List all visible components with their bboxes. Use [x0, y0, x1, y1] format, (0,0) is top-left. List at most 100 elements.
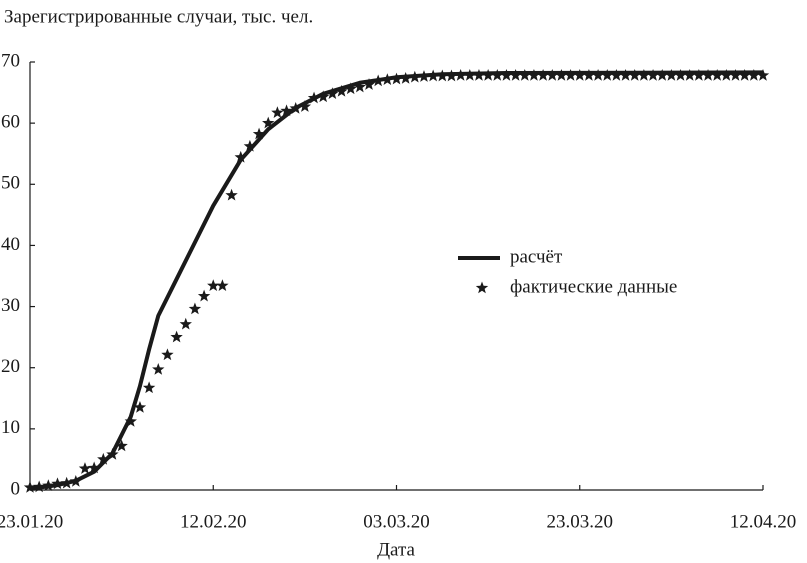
data-point [234, 150, 247, 163]
y-tick-label: 40 [1, 234, 20, 255]
data-point [656, 68, 669, 81]
data-point [353, 80, 367, 93]
data-point [582, 68, 596, 81]
data-point [601, 68, 614, 81]
data-point [591, 68, 605, 81]
data-point [619, 68, 632, 81]
data-point [161, 348, 174, 361]
data-point [472, 68, 486, 81]
data-point [573, 68, 586, 81]
data-point [408, 70, 422, 83]
data-point [371, 74, 385, 87]
data-point [115, 439, 128, 452]
data-point [106, 448, 119, 460]
data-point [628, 68, 641, 81]
data-point [87, 461, 101, 474]
y-tick-label: 70 [1, 50, 20, 71]
legend-label: фактические данные [510, 276, 677, 297]
data-point [23, 481, 37, 493]
data-point [262, 116, 275, 129]
chart-title: Зарегистрированные случаи, тыс. чел. [4, 6, 313, 27]
data-point [756, 68, 770, 81]
data-point [298, 100, 312, 112]
data-point [42, 479, 55, 491]
x-axis-label: Дата [377, 539, 415, 560]
y-tick-label: 50 [1, 173, 20, 194]
data-point [271, 106, 284, 119]
data-point [390, 72, 403, 85]
data-point [124, 415, 137, 427]
data-point [674, 68, 687, 81]
data-point [225, 188, 238, 201]
x-tick-label: 12.04.20 [730, 511, 797, 532]
data-point [179, 317, 192, 330]
data-point [289, 101, 302, 114]
y-tick-label: 30 [1, 295, 20, 316]
data-point [243, 139, 257, 152]
data-point [692, 68, 706, 81]
data-point [97, 452, 110, 465]
data-point [738, 68, 751, 81]
data-point [78, 462, 92, 474]
x-tick-label: 03.03.20 [363, 511, 430, 532]
data-point [720, 68, 733, 81]
x-tick-label: 23.03.20 [547, 511, 614, 532]
data-point [463, 68, 476, 81]
y-tick-label: 10 [1, 417, 20, 438]
data-point [536, 68, 550, 81]
data-point [491, 68, 504, 81]
data-point [518, 68, 531, 81]
y-tick-label: 0 [11, 478, 21, 499]
y-tick-label: 60 [1, 112, 20, 133]
data-point [170, 330, 183, 343]
data-point [399, 72, 412, 84]
data-point [60, 476, 73, 489]
data-point [152, 363, 165, 375]
data-point [481, 68, 495, 81]
data-point [317, 90, 330, 103]
data-point [711, 68, 724, 81]
data-point [646, 68, 660, 81]
data-point [335, 84, 348, 97]
data-point [133, 400, 147, 413]
legend-label: расчёт [510, 246, 563, 267]
data-point [362, 78, 376, 90]
data-point [729, 68, 742, 81]
data-point [207, 279, 220, 292]
data-point [188, 302, 202, 315]
data-point [564, 68, 577, 81]
data-point [665, 68, 678, 81]
data-point [683, 68, 696, 81]
data-point [500, 68, 513, 81]
data-point [216, 279, 229, 292]
data-point [509, 68, 522, 81]
y-tick-label: 20 [1, 356, 20, 377]
data-point [546, 68, 559, 81]
data-point [445, 69, 458, 82]
data-point [326, 87, 339, 100]
data-point [252, 127, 266, 140]
data-point [69, 474, 82, 487]
x-tick-label: 12.02.20 [180, 511, 247, 532]
data-point [417, 70, 431, 82]
data-point [280, 104, 293, 117]
data-point [436, 69, 449, 82]
data-point [637, 68, 651, 81]
data-point [51, 477, 64, 490]
data-point [344, 82, 357, 95]
data-point [747, 68, 761, 81]
data-point [454, 68, 467, 81]
data-point [197, 289, 211, 302]
data-point [701, 68, 715, 81]
data-point [555, 68, 568, 81]
legend-star [475, 281, 489, 294]
data-point [142, 381, 156, 394]
data-point [527, 68, 541, 81]
data-point [381, 73, 394, 85]
x-tick-label: 23.01.20 [0, 511, 63, 532]
data-point [426, 69, 440, 82]
data-point [610, 68, 623, 81]
data-point [307, 91, 321, 104]
